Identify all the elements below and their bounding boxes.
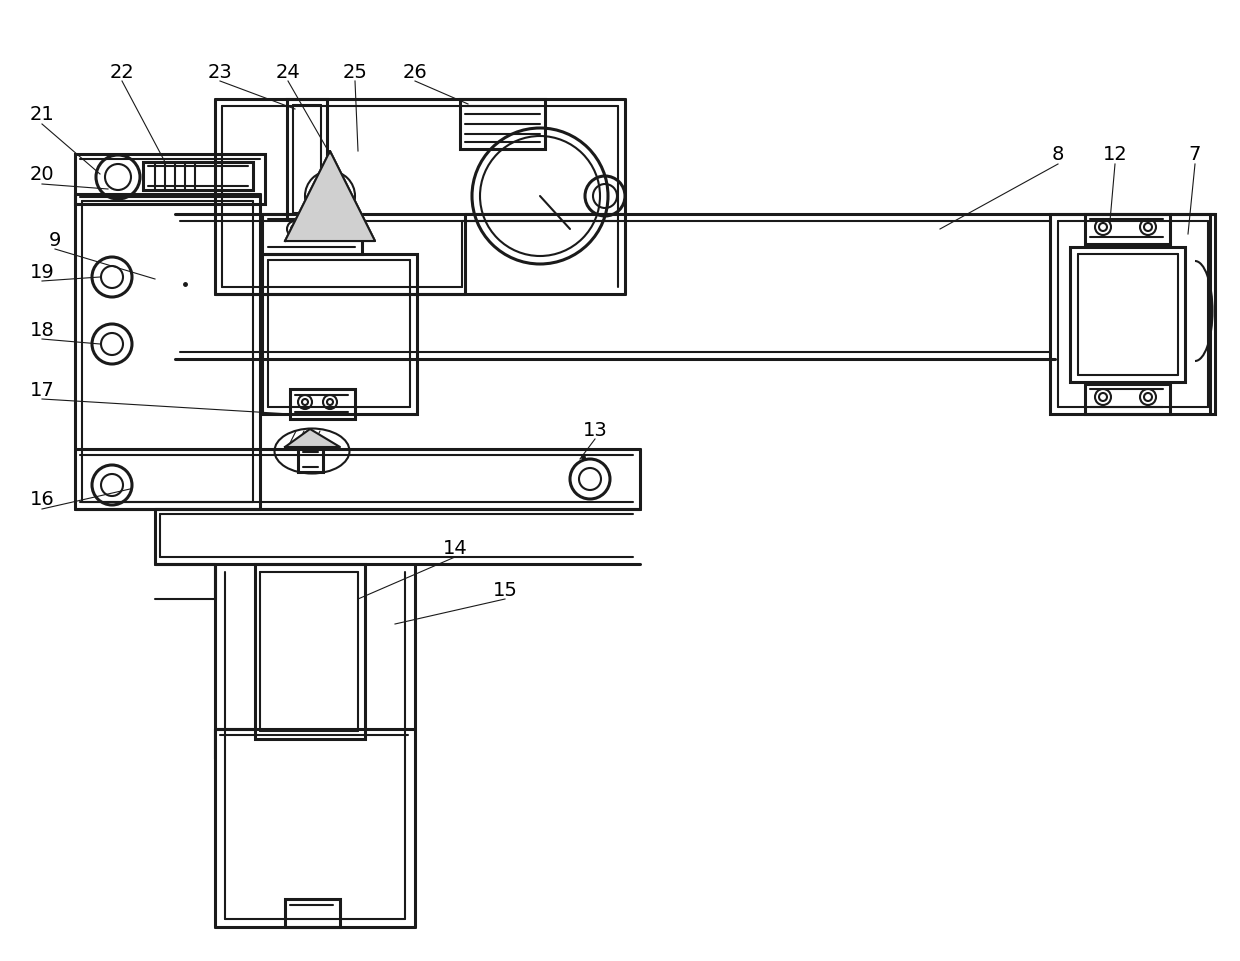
Text: 12: 12 [1102,145,1127,164]
Bar [286,100,327,220]
Bar [262,255,417,414]
Text: 14: 14 [443,538,467,557]
Bar [285,899,340,927]
Bar [74,155,265,205]
Polygon shape [285,152,374,242]
Bar [1050,214,1215,414]
Text: 7: 7 [1189,145,1202,164]
Text: 13: 13 [583,420,608,439]
Text: 8: 8 [1052,145,1064,164]
Bar [290,389,355,420]
Bar [1085,214,1171,245]
Bar [143,162,253,191]
Bar [1085,384,1171,414]
Text: 9: 9 [48,231,61,249]
Text: 25: 25 [342,62,367,82]
Bar [1070,248,1185,382]
Text: 16: 16 [30,490,55,509]
Bar [262,214,362,255]
Bar [298,448,322,473]
Text: 19: 19 [30,262,55,282]
Text: 20: 20 [30,165,55,185]
Text: 21: 21 [30,106,55,124]
Text: 15: 15 [492,579,517,599]
Text: 17: 17 [30,381,55,399]
Bar [255,564,365,739]
Text: 22: 22 [109,62,134,82]
Text: 18: 18 [30,320,55,339]
Text: 23: 23 [207,62,232,82]
Polygon shape [285,430,340,448]
Bar [460,100,546,150]
Text: 24: 24 [275,62,300,82]
Text: 26: 26 [403,62,428,82]
